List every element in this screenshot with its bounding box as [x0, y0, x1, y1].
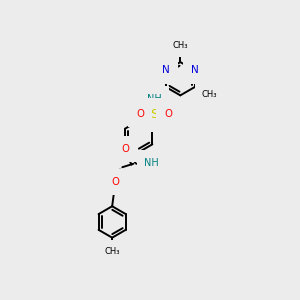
Text: N: N	[191, 65, 199, 75]
Text: NH: NH	[144, 158, 159, 168]
Text: O: O	[164, 109, 172, 119]
Text: O: O	[136, 109, 144, 119]
Text: O: O	[122, 144, 130, 154]
Text: S: S	[150, 108, 158, 121]
Text: CH₃: CH₃	[201, 90, 217, 99]
Text: O: O	[111, 177, 119, 187]
Text: NH: NH	[146, 94, 161, 104]
Text: N: N	[162, 65, 170, 75]
Text: CH₃: CH₃	[172, 41, 188, 50]
Text: CH₃: CH₃	[104, 247, 120, 256]
